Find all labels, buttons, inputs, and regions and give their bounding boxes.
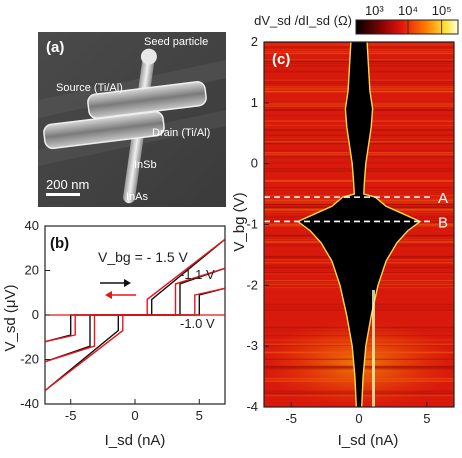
colorbar <box>355 19 459 35</box>
marker-label: A <box>438 190 448 207</box>
seed-particle-label: Seed particle <box>144 36 208 48</box>
sweep-up-arrow <box>100 279 131 287</box>
panel-label-a: (a) <box>46 39 64 56</box>
colorbar-tick-label: 10³ <box>365 3 384 18</box>
vi-curves <box>45 238 225 392</box>
switching-edge-left <box>296 42 357 407</box>
zero-current-line <box>372 290 375 407</box>
x-axis-label-b: I_sd (nA) <box>105 432 166 449</box>
y-tick-label-c: -3 <box>246 338 258 353</box>
x-tick-label-c: 0 <box>355 411 362 426</box>
x-tick-label-b: 0 <box>131 408 138 423</box>
y-axis-label-b: V_sd (μV) <box>2 285 19 352</box>
y-tick-label-c: -4 <box>246 399 258 414</box>
y-tick-label-b: 20 <box>25 263 39 278</box>
y-tick-label-b: -40 <box>20 396 39 411</box>
insb-label: InSb <box>134 159 157 171</box>
y-tick-label-b: 0 <box>32 307 39 322</box>
panel-c: AB -5 0 5 2 1 0 -1 -2 -3 -4 (c) 10³ 10⁴ 10⁵ dV_sd /… <box>231 3 459 449</box>
source-label: Source (Ti/Al) <box>56 82 123 94</box>
y-tick-label-c: 1 <box>251 95 258 110</box>
vbg-2-label: -1.0 V <box>180 316 215 331</box>
scalebar-label: 200 nm <box>46 177 89 192</box>
y-tick-label-c: -2 <box>246 277 258 292</box>
colorbar-ticks: 10³ 10⁴ 10⁵ <box>365 3 452 34</box>
scalebar <box>46 193 80 196</box>
panel-label-c: (c) <box>272 51 290 68</box>
colorbar-label: dV_sd /dI_sd (Ω) <box>254 13 352 28</box>
x-tick-label-b: 5 <box>196 408 203 423</box>
x-axis-label-c: I_sd (nA) <box>338 432 399 449</box>
gate-markers: AB <box>264 190 448 231</box>
vbg-1-label: -1.1 V <box>180 267 215 282</box>
x-tick-label-b: -5 <box>65 408 77 423</box>
y-tick-label-c: -1 <box>246 217 258 232</box>
axis-ticks-b: -5 0 5 -40 -20 0 20 40 <box>20 218 203 423</box>
y-axis-label-c: V_bg (V) <box>231 192 248 251</box>
panel-label-b: (b) <box>50 235 69 252</box>
panel-b: -5 0 5 -40 -20 0 20 40 (b) V_bg = - 1.5 V -1.1 … <box>2 218 226 449</box>
colorbar-tick-label: 10⁵ <box>432 3 452 18</box>
inas-label: InAs <box>126 191 149 203</box>
y-tick-label-b: -20 <box>20 352 39 367</box>
axis-ticks-c: -5 0 5 2 1 0 -1 -2 -3 -4 <box>246 34 430 426</box>
y-tick-label-c: 0 <box>251 156 258 171</box>
vbg-main-label: V_bg = - 1.5 V <box>98 249 189 265</box>
y-tick-label-b: 40 <box>25 218 39 233</box>
superconducting-region <box>297 42 421 407</box>
x-tick-label-c: -5 <box>285 411 297 426</box>
seed-particle-shape <box>140 48 157 65</box>
colorbar-tick-label: 10⁴ <box>398 3 418 18</box>
drain-contact <box>43 110 165 150</box>
x-tick-label-c: 5 <box>423 411 430 426</box>
panel-a: (a) Seed particle Source (Ti/Al) Drain (… <box>38 32 226 207</box>
drain-label: Drain (Ti/Al) <box>152 127 210 139</box>
y-tick-label-c: 2 <box>251 34 258 49</box>
marker-label: B <box>438 214 448 231</box>
sweep-down-arrow <box>105 291 136 299</box>
